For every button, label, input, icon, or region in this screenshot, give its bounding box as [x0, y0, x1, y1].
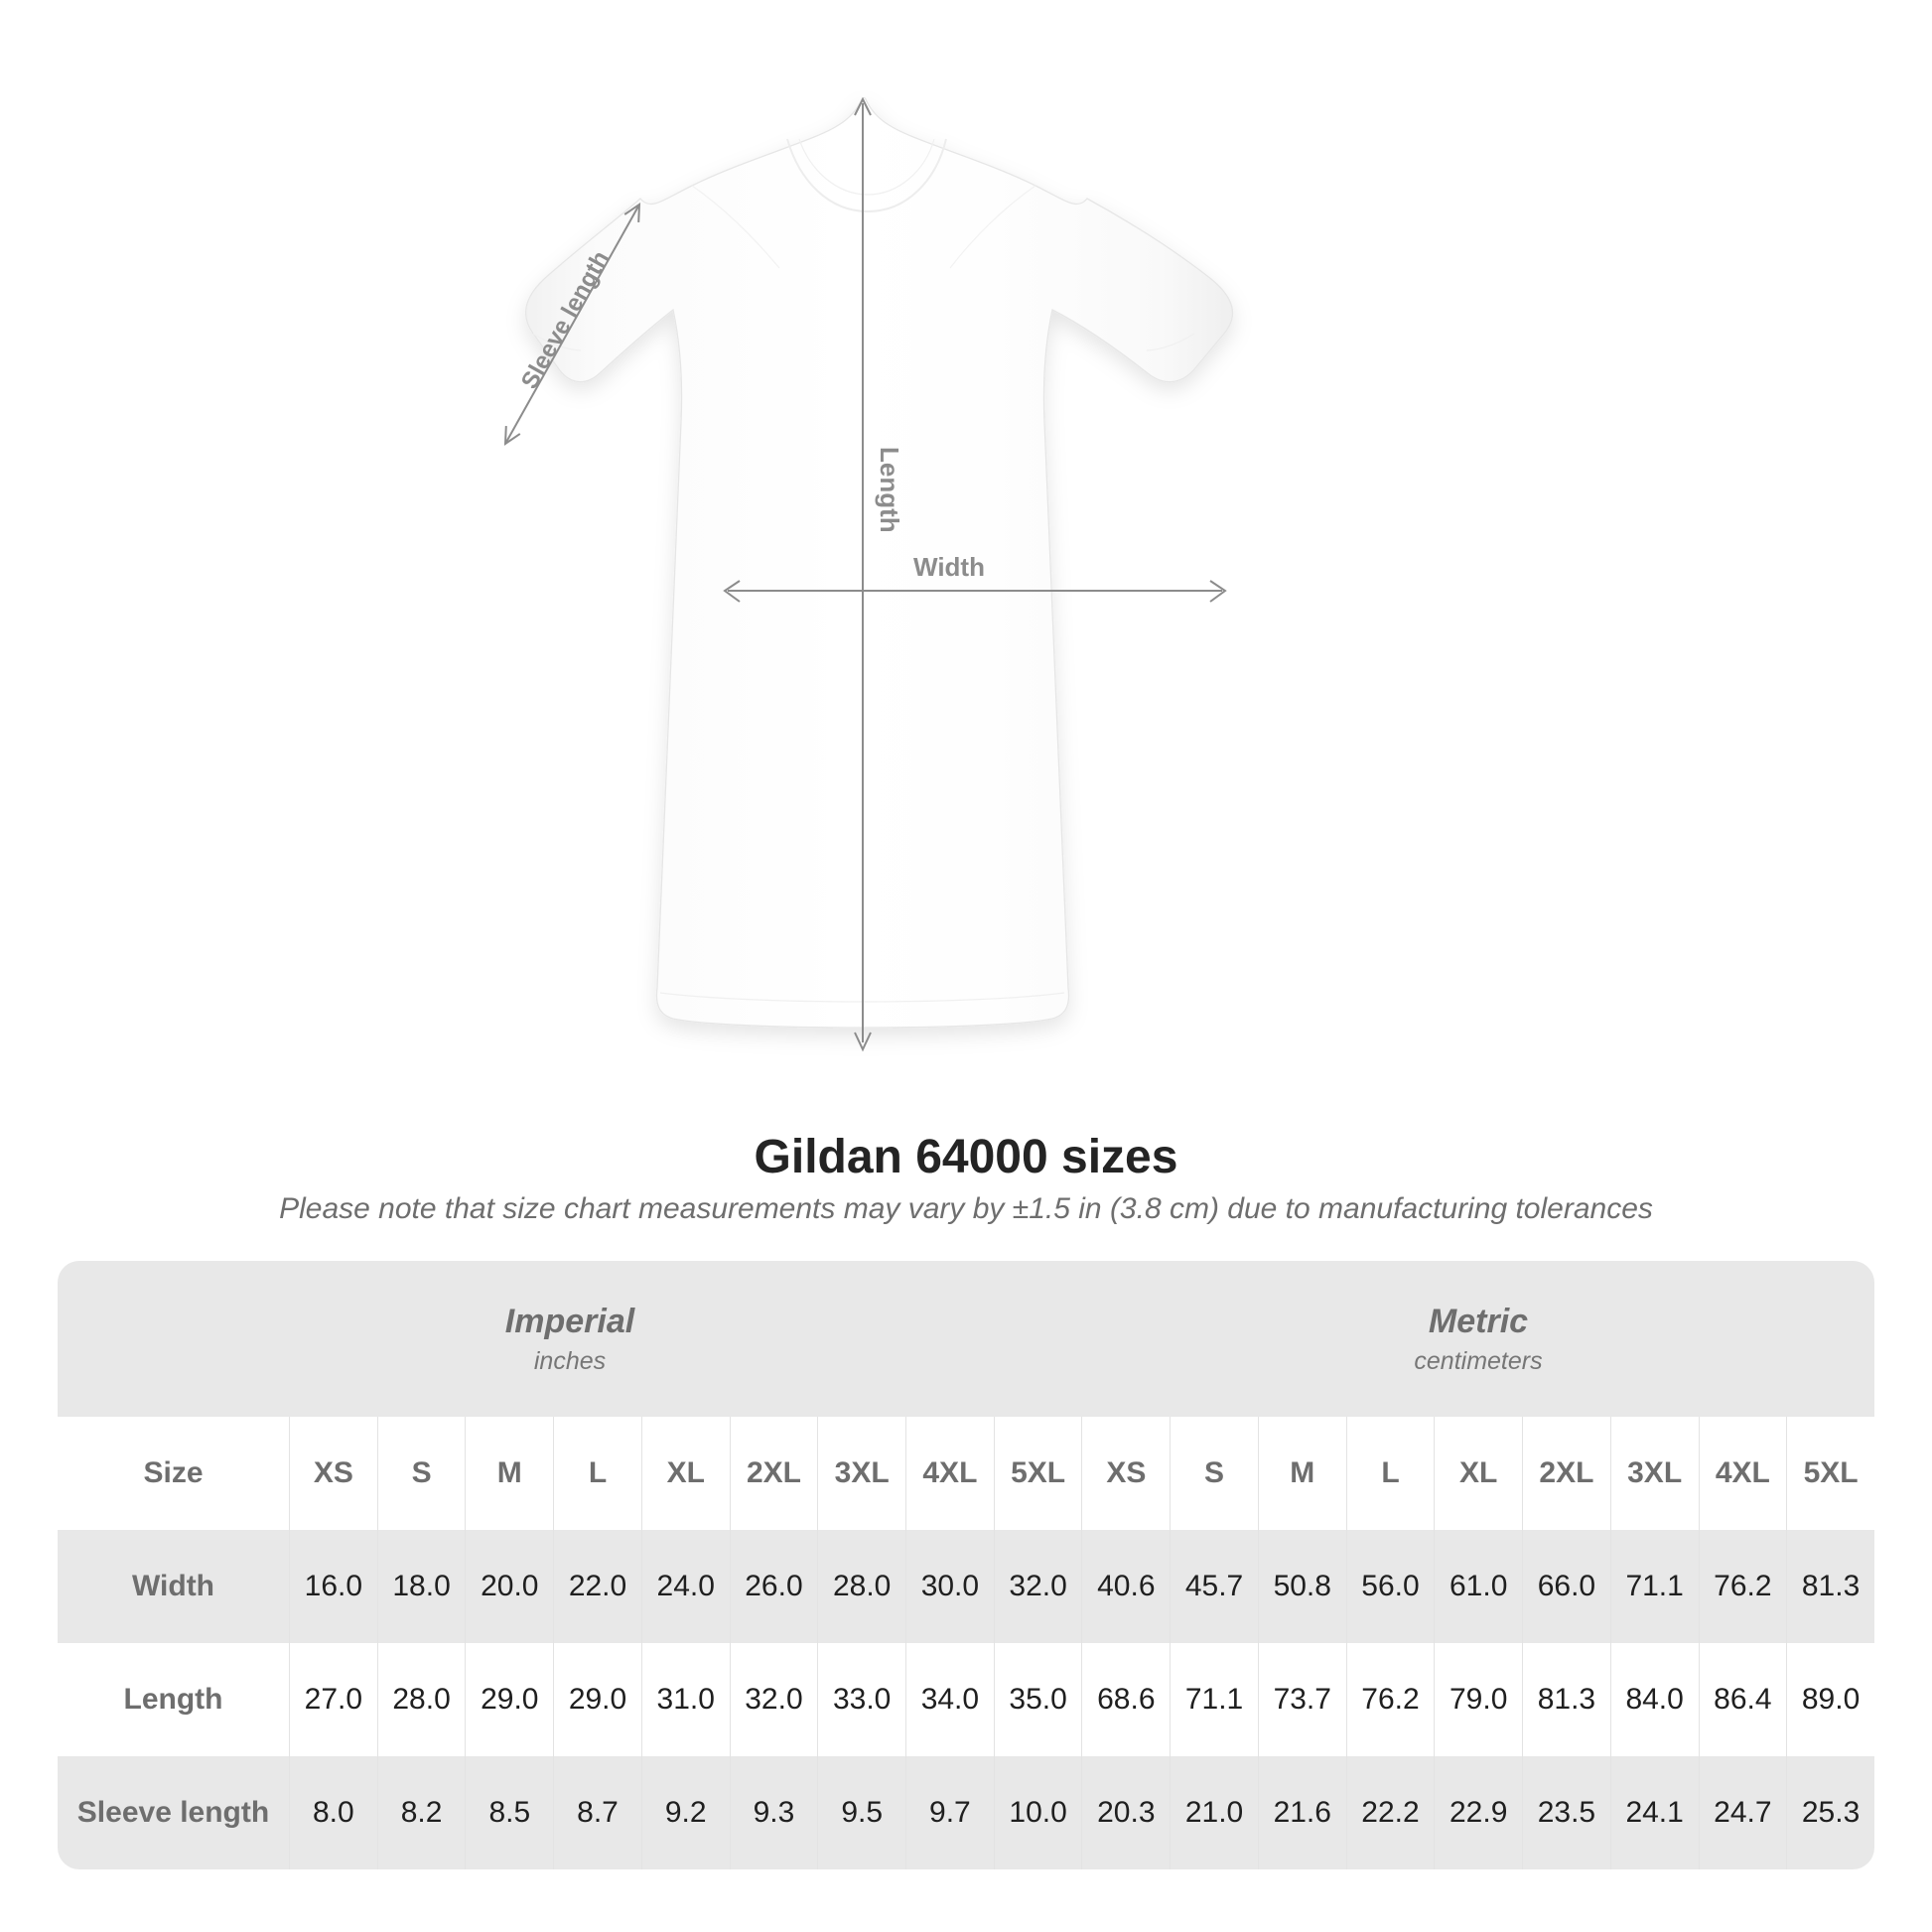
svg-text:Width: Width [913, 552, 985, 582]
svg-text:Length: Length [875, 447, 904, 533]
